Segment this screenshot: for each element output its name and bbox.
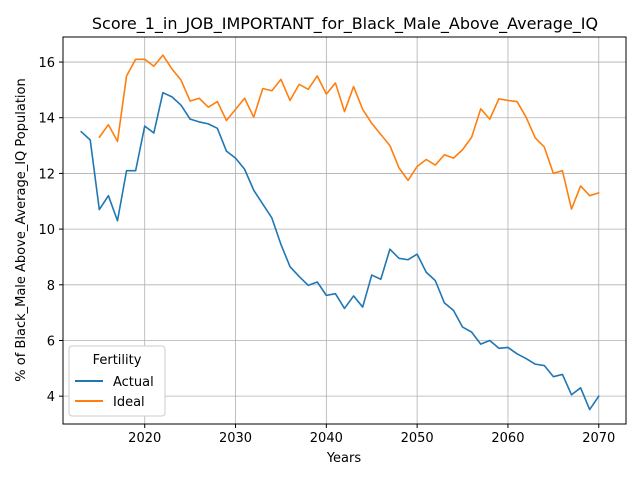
series-line-actual [80, 91, 600, 411]
x-axis-label: Years [326, 451, 362, 466]
y-tick-label: 10 [38, 223, 55, 238]
legend: Fertility Actual Ideal [68, 345, 166, 417]
x-tick-label: 2050 [401, 431, 434, 446]
series-layer [80, 54, 600, 411]
chart-title: Score_1_in_JOB_IMPORTANT_for_Black_Male_… [92, 14, 598, 34]
legend-box [68, 345, 166, 417]
legend-title: Fertility [93, 353, 142, 368]
y-tick-label: 16 [38, 56, 55, 71]
x-tick-label: 2030 [219, 431, 252, 446]
x-tick-label: 2040 [310, 431, 343, 446]
y-tick-label: 14 [38, 112, 55, 127]
y-axis-ticks: 4 6 8 10 12 14 16 [38, 56, 63, 405]
y-tick-label: 6 [47, 334, 55, 349]
x-tick-label: 2070 [582, 431, 615, 446]
y-axis-label: % of Black_Male Above_Average_IQ Populat… [14, 78, 29, 381]
x-tick-label: 2060 [491, 431, 524, 446]
legend-label-actual: Actual [113, 375, 154, 390]
plot-border [62, 36, 627, 425]
gridlines [63, 37, 626, 424]
series-line-ideal [98, 54, 600, 210]
x-axis-ticks: 2020 2030 2040 2050 2060 2070 [128, 424, 615, 446]
y-tick-label: 4 [47, 390, 55, 405]
y-tick-label: 8 [47, 279, 55, 294]
x-tick-label: 2020 [128, 431, 161, 446]
y-tick-label: 12 [38, 167, 55, 182]
legend-label-ideal: Ideal [113, 395, 145, 410]
